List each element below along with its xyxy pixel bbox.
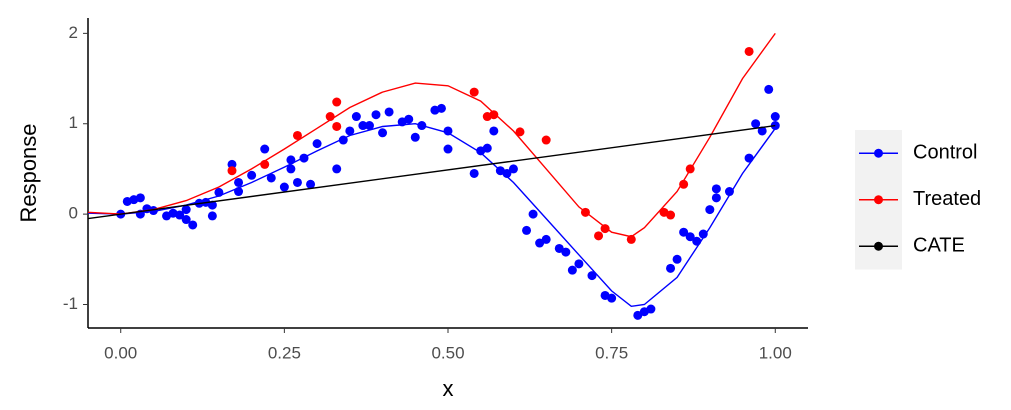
point	[364, 121, 374, 131]
legend-point	[874, 195, 883, 205]
y-tick-label: 0	[69, 204, 78, 223]
point	[292, 130, 302, 140]
point	[135, 193, 145, 203]
y-axis-title: Response	[16, 123, 41, 222]
legend-label: CATE	[913, 235, 965, 257]
point	[332, 97, 342, 107]
point	[482, 143, 492, 153]
point	[175, 210, 185, 220]
point	[279, 182, 289, 192]
point	[561, 247, 571, 257]
point	[384, 107, 394, 117]
point	[207, 211, 217, 221]
point	[594, 231, 604, 241]
point	[443, 144, 453, 154]
point	[535, 238, 545, 248]
x-tick-label: 1.00	[759, 343, 792, 362]
point	[436, 103, 446, 113]
point	[358, 121, 368, 131]
point	[148, 206, 158, 216]
x-tick-label: 0.00	[104, 343, 137, 362]
x-tick-label: 0.50	[431, 343, 464, 362]
point	[469, 168, 479, 178]
point	[266, 173, 276, 183]
point	[515, 127, 525, 137]
point	[711, 184, 721, 194]
point	[260, 144, 270, 154]
point	[724, 187, 734, 197]
point	[607, 293, 617, 303]
y-tick-label: -1	[63, 294, 78, 313]
point	[181, 205, 191, 215]
point	[345, 126, 355, 136]
y-tick-label: 2	[69, 23, 78, 42]
point	[541, 234, 551, 244]
x-axis-title: x	[443, 376, 454, 401]
point	[666, 263, 676, 273]
point	[443, 126, 453, 136]
curve	[88, 32, 776, 238]
point	[666, 210, 676, 220]
point	[227, 159, 237, 169]
point	[234, 177, 244, 187]
point	[567, 265, 577, 275]
point	[554, 243, 564, 253]
point	[332, 164, 342, 174]
x-tick-label: 0.25	[268, 343, 301, 362]
point	[404, 114, 414, 124]
point	[489, 110, 499, 120]
point	[469, 87, 479, 97]
y-tick-label: 1	[69, 113, 78, 132]
legend-label: Control	[913, 142, 977, 164]
point	[705, 205, 715, 215]
point	[247, 170, 257, 180]
point	[711, 193, 721, 203]
curve	[88, 124, 776, 220]
point	[679, 227, 689, 237]
point	[181, 215, 191, 225]
point	[541, 135, 551, 145]
x-tick-label: 0.75	[595, 343, 628, 362]
point	[626, 234, 636, 244]
point	[502, 168, 512, 178]
point	[227, 166, 237, 176]
point	[371, 110, 381, 120]
point	[744, 46, 754, 56]
point	[751, 119, 761, 129]
point	[528, 209, 538, 219]
point	[679, 179, 689, 189]
point	[522, 225, 532, 235]
point	[207, 200, 217, 210]
point	[600, 224, 610, 234]
point	[188, 220, 198, 230]
legend-point	[874, 241, 883, 251]
point	[646, 304, 656, 314]
point	[672, 254, 682, 264]
point	[587, 271, 597, 281]
legend-point	[874, 148, 883, 158]
point	[286, 164, 296, 174]
point	[292, 177, 302, 187]
point	[306, 179, 316, 189]
legend-label: Treated	[913, 188, 981, 210]
point	[757, 126, 767, 136]
point	[489, 126, 499, 136]
point	[574, 259, 584, 269]
point	[312, 139, 322, 149]
curve	[88, 122, 776, 308]
point	[633, 310, 643, 320]
point	[410, 132, 420, 142]
point	[764, 84, 774, 94]
point	[378, 128, 388, 138]
point	[332, 121, 342, 131]
point	[508, 164, 518, 174]
point	[685, 232, 695, 242]
point	[770, 112, 780, 122]
point	[698, 229, 708, 239]
point	[351, 112, 361, 122]
point	[692, 236, 702, 246]
